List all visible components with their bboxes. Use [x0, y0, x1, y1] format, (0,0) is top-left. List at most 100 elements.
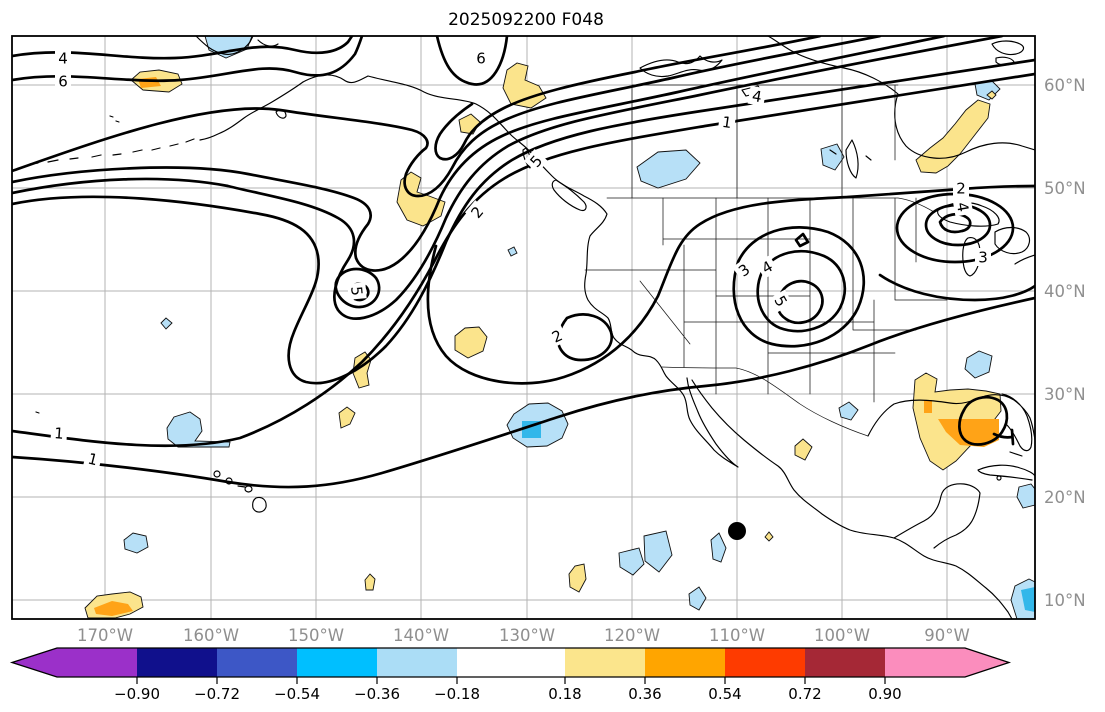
latitude-tick-labels: 60°N 50°N 40°N 30°N 20°N 10°N [1044, 76, 1086, 610]
contour-label-group: 4 [755, 255, 779, 279]
lat-tick-label: 60°N [1044, 76, 1086, 95]
anomaly-patch-orange [94, 601, 133, 616]
contour-label-halo [747, 85, 767, 107]
colorbar-segment [645, 648, 725, 677]
contour-greatlakes-inner [938, 212, 972, 234]
colorbar-tick-label: 0.18 [548, 685, 581, 703]
contour-label-halo [523, 149, 549, 173]
contour-band-6 [434, 36, 822, 161]
contour-label-halo [769, 289, 793, 313]
political-borders [584, 84, 948, 437]
contour-top-center-6 [435, 36, 509, 86]
contour-tiny-closed [794, 232, 810, 248]
contour-label: 1 [54, 424, 65, 443]
contour-label: 6 [58, 73, 68, 91]
yucatan-peninsula [893, 483, 981, 549]
colorbar-tick-label: 0.90 [868, 685, 901, 703]
vancouver-island [551, 179, 587, 212]
anomaly-patch-lightblue [688, 586, 707, 611]
contour-label-halo [347, 282, 367, 300]
anomaly-patch-cyan [1021, 587, 1035, 612]
contour-label-group: 5 [769, 289, 793, 313]
contour-lines [12, 36, 1035, 489]
contour-valley-2 [426, 184, 1035, 385]
contour-label: 4 [953, 201, 972, 214]
colorbar-right-arrow [965, 648, 1009, 677]
coastline-alaska-peninsula [199, 81, 304, 141]
contour-label: 3 [978, 249, 988, 267]
anomaly-patch-lightblue [820, 143, 845, 171]
lon-tick-label: 150°W [288, 626, 344, 645]
contour-label-halo [50, 423, 68, 443]
lon-tick-label: 100°W [814, 626, 870, 645]
lat-tick-label: 20°N [1044, 488, 1086, 507]
contour-label-group: 1 [50, 423, 68, 443]
anomaly-patch-lightblue [160, 317, 173, 330]
contour-label-halo [717, 111, 737, 133]
contour-label-group: 1 [717, 111, 737, 133]
anomaly-patch-yellow [352, 351, 372, 389]
anomaly-patch-yellow [568, 563, 587, 593]
contour-label-group: 6 [55, 72, 71, 91]
anomaly-patch-orange [938, 419, 999, 447]
anomaly-patch-yellow [338, 406, 356, 429]
colorbar: −0.90 −0.72 −0.54 −0.36 −0.18 0.18 0.36 0.54 0.7… [9, 647, 1012, 703]
contour-colorado-ring4 [756, 249, 847, 333]
colorbar-tick-label: 0.36 [628, 685, 661, 703]
contour-label-halo [953, 179, 969, 197]
colorbar-tick-label: −0.18 [434, 685, 480, 703]
contour-label-group: 6 [473, 49, 489, 68]
contour-band-1-lower [12, 296, 1035, 489]
border-us-mexico [661, 366, 869, 437]
colorbar-tick-label: −0.90 [114, 685, 160, 703]
cuba [977, 464, 1035, 481]
contour-greatlakes-ring3 [895, 192, 1015, 264]
lon-tick-label: 110°W [709, 626, 765, 645]
lat-tick-label: 30°N [1044, 385, 1086, 404]
lon-tick-label: 170°W [77, 626, 133, 645]
contour-label-halo [952, 197, 974, 217]
colorbar-segment [805, 648, 885, 677]
coastline-mexico-mainland-central-america [691, 379, 1013, 619]
contour-label-halo [83, 448, 103, 470]
contour-label-halo [55, 49, 71, 67]
anomaly-patch-lightblue [838, 401, 859, 421]
contour-label-group: 5 [347, 282, 367, 300]
colorbar-tick-label: −0.54 [274, 685, 320, 703]
lon-tick-label: 160°W [183, 626, 239, 645]
lon-tick-label: 130°W [499, 626, 555, 645]
contour-label-group: 4 [952, 197, 974, 217]
contour-label-halo [464, 200, 490, 224]
borders-us-states [584, 197, 948, 403]
contour-label-group: 3 [732, 258, 756, 282]
contour-label-halo [755, 255, 779, 279]
colorbar-segment [725, 648, 805, 677]
contour-label: 6 [476, 50, 486, 68]
contour-band-4 [12, 36, 946, 272]
contour-band-5 [12, 36, 882, 198]
anomaly-patch-lightblue [964, 350, 993, 379]
colorbar-segment [217, 648, 297, 677]
lat-tick-label: 10°N [1044, 591, 1086, 610]
colorbar-segment [377, 648, 457, 677]
lon-tick-label: 120°W [604, 626, 660, 645]
contour-label-halo [975, 248, 991, 266]
plot-title: 2025092200 F048 [448, 10, 604, 30]
contour-label: 4 [751, 87, 764, 106]
contour-label: 5 [347, 286, 366, 297]
colorbar-tick-label: −0.72 [194, 685, 240, 703]
contour-topleft-6 [12, 36, 364, 83]
anomaly-patch-lightblue [643, 530, 673, 573]
contour-label: 2 [956, 180, 966, 198]
contour-colorado-ring5 [776, 279, 824, 325]
contour-colorado-ring3 [732, 226, 866, 348]
lat-tick-label: 40°N [1044, 282, 1086, 301]
contour-label: 1 [86, 450, 100, 470]
anomaly-patch-yellow [986, 90, 997, 100]
contour-greatlakes-south-arc [878, 273, 1035, 302]
colorbar-segment [565, 648, 645, 677]
contour-label-group: 2 [464, 200, 490, 224]
